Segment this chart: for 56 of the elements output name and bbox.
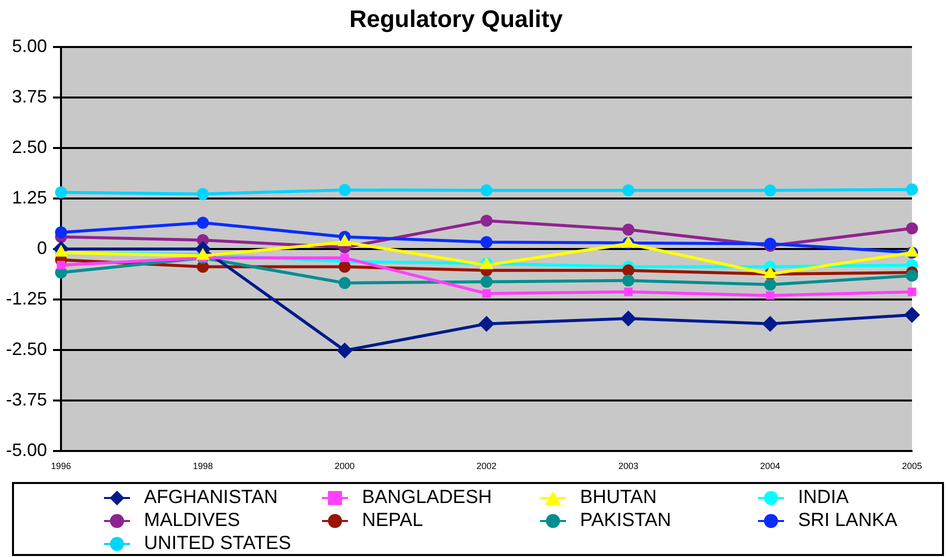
legend-label: INDIA: [798, 486, 849, 508]
point: [622, 184, 634, 196]
legend-label: AFGHANISTAN: [144, 486, 278, 508]
point: [766, 291, 774, 300]
chart-title: Regulatory Quality: [349, 6, 564, 34]
x-tick-label: 2004: [760, 461, 780, 472]
legend-label: BANGLADESH: [362, 486, 492, 508]
point: [478, 316, 495, 332]
point: [480, 276, 493, 288]
y-tick-label: 3.75: [12, 86, 48, 106]
point: [624, 288, 633, 296]
point: [622, 224, 634, 236]
point: [480, 236, 493, 248]
point: [56, 260, 66, 270]
point: [764, 184, 776, 196]
point: [55, 226, 68, 238]
point: [906, 184, 918, 196]
y-tick-label: -1.25: [6, 288, 48, 309]
point: [338, 276, 351, 289]
y-tick-label: -5.00: [6, 440, 48, 460]
point: [620, 310, 636, 327]
point: [906, 222, 918, 234]
point: [336, 342, 353, 359]
legend-label: PAKISTAN: [580, 510, 672, 532]
x-tick-label: 1996: [51, 461, 72, 472]
point: [482, 289, 491, 298]
point: [762, 316, 778, 332]
point: [480, 184, 493, 196]
x-tick-label: 2005: [902, 461, 922, 472]
point: [622, 274, 634, 287]
point: [196, 188, 209, 200]
y-tick-label: 0: [37, 238, 48, 258]
point: [338, 184, 351, 196]
legend-label: NEPAL: [362, 510, 423, 532]
x-tick-label: 1998: [192, 461, 213, 472]
x-tick-label: 2003: [618, 461, 638, 472]
x-tick-label: 2002: [476, 461, 497, 472]
point: [904, 306, 920, 323]
point: [906, 270, 918, 282]
point: [908, 288, 916, 296]
legend-label: BHUTAN: [580, 486, 657, 508]
point: [480, 214, 493, 227]
y-tick-label: 5.00: [12, 36, 48, 56]
y-tick-label: 2.50: [12, 136, 48, 157]
x-tick-label: 2000: [334, 461, 355, 472]
legend-label: SRI LANKA: [798, 510, 898, 532]
legend-label: MALDIVES: [144, 510, 240, 532]
point: [764, 278, 776, 291]
y-tick-label: 1.25: [12, 187, 48, 208]
y-tick-label: -3.75: [6, 390, 48, 410]
legend-label: UNITED STATES: [144, 532, 292, 554]
point: [196, 216, 209, 229]
point: [338, 260, 351, 273]
y-tick-label: -2.50: [6, 339, 48, 360]
point: [622, 264, 634, 276]
point: [340, 254, 349, 262]
